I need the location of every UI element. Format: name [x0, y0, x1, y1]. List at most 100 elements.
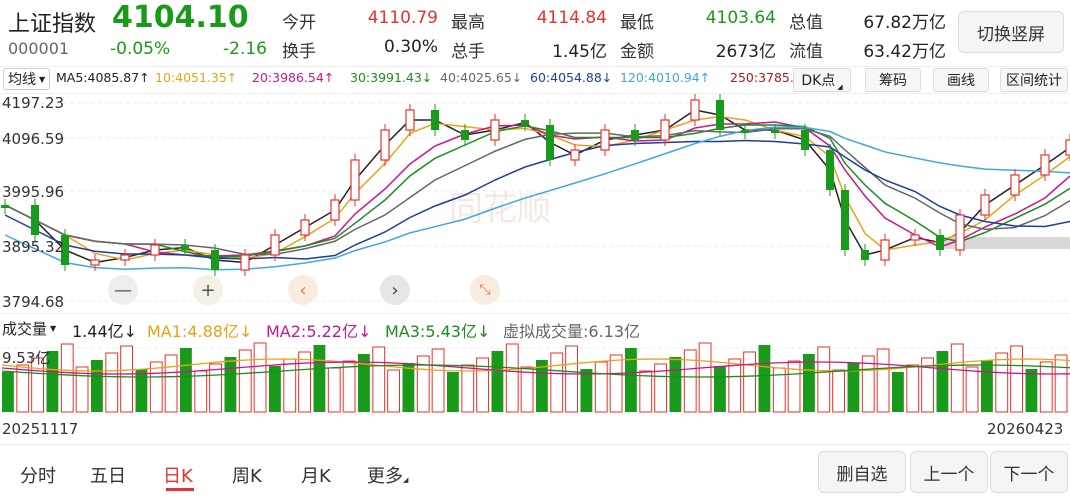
candle-body-33 — [910, 234, 920, 241]
stat-float-value: 63.42万亿 — [863, 42, 946, 62]
volume-ma-line-2 — [1, 364, 1070, 378]
volume-bar-19 — [283, 358, 297, 413]
volume-bar-13 — [194, 370, 208, 413]
volume-bar-5 — [75, 366, 89, 413]
volume-bar-16 — [238, 349, 252, 413]
volume-bar-23 — [342, 360, 356, 413]
candle-body-24 — [690, 99, 700, 121]
volume-bar-9 — [135, 369, 148, 412]
remove-watchlist-button[interactable]: 删自选 — [818, 451, 906, 493]
volume-bar-37 — [550, 352, 564, 413]
index-name: 上证指数 — [8, 12, 97, 37]
tab-monthly-k[interactable]: 月K — [301, 466, 331, 487]
collapse-arrows-icon: ⤡ — [479, 282, 491, 298]
candle-body-12 — [350, 159, 360, 201]
y-label-4: 3895.32 — [2, 238, 65, 256]
volume-bar-59 — [876, 348, 890, 413]
candle-body-15 — [431, 110, 439, 130]
volume-bar-57 — [847, 363, 860, 412]
kline-chart[interactable]: 同花顺 — [0, 92, 1070, 312]
volume-bar-18 — [269, 366, 281, 412]
volume-bar-22 — [327, 367, 341, 413]
volume-bar-53 — [787, 360, 801, 413]
volume-bar-70 — [1039, 361, 1053, 413]
index-code: 000001 — [8, 39, 70, 58]
stat-amount-value: 2673亿 — [715, 42, 776, 62]
volume-bar-7 — [105, 352, 119, 413]
stat-volume-value: 1.45亿 — [552, 42, 607, 62]
volume-bar-33 — [491, 351, 504, 412]
scroll-right-button[interactable]: › — [380, 275, 410, 305]
tab-weekly-k[interactable]: 周K — [232, 466, 262, 487]
volume-bar-50 — [743, 351, 757, 413]
y-label-3: 3995.96 — [2, 183, 65, 201]
ma-value-1: 10:4051.35↑ — [155, 70, 238, 85]
stat-open-label: 今开 — [282, 13, 316, 33]
volume-bar-30 — [447, 372, 459, 412]
scroll-left-button[interactable]: ‹ — [288, 275, 318, 305]
candle-body-4 — [120, 254, 130, 261]
candle-body-25 — [716, 100, 724, 130]
prev-stock-button[interactable]: 上一个 — [910, 451, 988, 493]
ma-line-2 — [4, 121, 1070, 257]
chevron-right-icon: › — [391, 279, 399, 301]
collapse-button[interactable]: ⤡ — [470, 275, 500, 305]
switch-portrait-button[interactable]: 切换竖屏 — [958, 11, 1064, 53]
candle-body-28 — [801, 130, 809, 150]
zoom-in-button[interactable]: + — [193, 275, 223, 305]
volume-value: 1.44亿↓ — [72, 322, 138, 341]
dk-point-button[interactable]: DK点 ◢ — [793, 68, 851, 92]
volume-bar-20 — [298, 351, 311, 413]
date-start: 20251117 — [2, 420, 79, 438]
volume-bar-32 — [476, 357, 489, 413]
ma-line-0 — [4, 109, 1070, 264]
ma-value-2: 20:3986.54↑ — [252, 70, 335, 85]
volume-chart[interactable] — [0, 340, 1070, 416]
candle-body-5 — [150, 244, 160, 256]
tab-five-day[interactable]: 五日 — [90, 466, 126, 487]
volume-bar-71 — [1054, 354, 1068, 413]
stat-amount-label: 金额 — [620, 42, 654, 62]
ma-selector[interactable]: 均线 ▼ — [3, 68, 51, 90]
volume-bar-10 — [149, 361, 163, 413]
volume-bar-11 — [164, 354, 178, 413]
virtual-volume: 虚拟成交量:6.13亿 — [503, 322, 641, 341]
volume-selector[interactable]: 成交量 ▼ — [2, 318, 56, 339]
volume-bar-49 — [728, 358, 742, 413]
volume-toolbar — [0, 313, 1070, 340]
next-stock-button[interactable]: 下一个 — [990, 451, 1068, 493]
zoom-out-button[interactable]: — — [108, 275, 138, 305]
volume-bar-3 — [46, 351, 59, 412]
draw-line-button[interactable]: 画线 — [933, 68, 989, 92]
candle-body-17 — [490, 119, 500, 141]
volume-ma-line-1 — [1, 361, 1070, 375]
current-price: 4104.10 — [112, 0, 249, 35]
chips-button[interactable]: 筹码 — [865, 68, 921, 92]
volume-bar-34 — [505, 343, 519, 413]
volume-bar-2 — [31, 357, 44, 413]
candle-body-30 — [841, 190, 849, 250]
ma-value-4: 40:4025.65↓ — [440, 70, 523, 85]
candle-body-8 — [240, 254, 250, 271]
ma-value-5: 60:4054.88↓ — [530, 70, 613, 85]
candle-body-19 — [546, 125, 554, 160]
stat-turnover-label: 换手 — [282, 42, 316, 62]
candle-body-21 — [600, 129, 610, 151]
volume-bar-45 — [669, 357, 682, 412]
volume-grid — [0, 347, 1070, 413]
y-label-2: 4096.59 — [2, 130, 65, 148]
ma-value-3: 30:3991.43↓ — [350, 70, 433, 85]
ma-value-6: 120:4010.94↑ — [620, 70, 711, 85]
y-label-bottom: 3794.68 — [2, 293, 65, 311]
tab-intraday[interactable]: 分时 — [20, 466, 56, 487]
range-stats-button[interactable]: 区间统计 — [1000, 68, 1068, 92]
volume-bar-42 — [625, 348, 637, 412]
volume-ma2: MA2:5.22亿↓ — [266, 322, 372, 341]
candle-body-38 — [1040, 154, 1050, 176]
stat-low-value: 4103.64 — [705, 8, 776, 28]
ma-value-0: MA5:4085.87↑ — [56, 70, 150, 85]
bottom-divider — [0, 444, 1070, 445]
stat-float-label: 流值 — [789, 42, 823, 62]
tab-daily-k[interactable]: 日K — [163, 466, 193, 487]
tab-more[interactable]: 更多◢ — [367, 462, 408, 488]
